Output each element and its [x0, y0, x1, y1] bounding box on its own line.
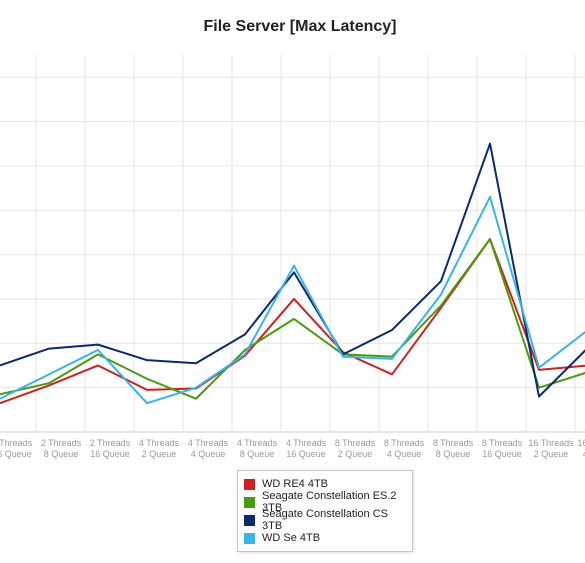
series-line-3	[0, 142, 585, 398]
x-tick-label: 4 Threads 8 Queue	[237, 438, 278, 459]
x-tick-label: 16 Threads 2 Queue	[528, 438, 574, 459]
x-tick-label: 8 Threads 4 Queue	[384, 438, 425, 459]
series-line-4	[0, 195, 585, 405]
x-tick-label: 8 Threads 2 Queue	[335, 438, 376, 459]
legend-item: Seagate Constellation ES.2 3TB	[244, 490, 406, 514]
series-lines	[0, 142, 585, 405]
x-tick-label: 8 Threads 16 Queue	[482, 438, 523, 459]
x-tick-label: 4 Threads 4 Queue	[188, 438, 229, 459]
legend-label: Seagate Constellation CS 3TB	[262, 508, 388, 532]
x-tick-label: 8 Threads 8 Queue	[433, 438, 474, 459]
grid-lines	[0, 55, 585, 433]
legend-item: WD RE4 4TB	[244, 475, 406, 493]
legend-swatch	[244, 478, 255, 490]
legend-label: WD Se 4TB	[262, 532, 321, 544]
legend-label: Seagate Constellation ES.2 3TB	[262, 490, 397, 514]
legend-item: Seagate Constellation CS 3TB	[244, 508, 406, 532]
x-tick-label: 2 Threads 16 Queue	[90, 438, 131, 459]
legend-label: WD RE4 4TB	[262, 478, 329, 490]
x-tick-label: 4 Threads 2 Queue	[139, 438, 180, 459]
x-tick-label: 2 Threads 8 Queue	[41, 438, 82, 459]
legend-item: WD Se 4TB	[244, 529, 406, 547]
legend: WD RE4 4TB Seagate Constellation ES.2 3TB…	[237, 470, 413, 552]
series-line-2	[0, 238, 585, 400]
chart-title: File Server [Max Latency]	[203, 18, 397, 35]
legend-swatch	[244, 496, 255, 508]
legend-swatch	[244, 532, 255, 544]
x-tick-label: 4 Threads 16 Queue	[286, 438, 327, 459]
legend-swatch	[244, 514, 255, 526]
